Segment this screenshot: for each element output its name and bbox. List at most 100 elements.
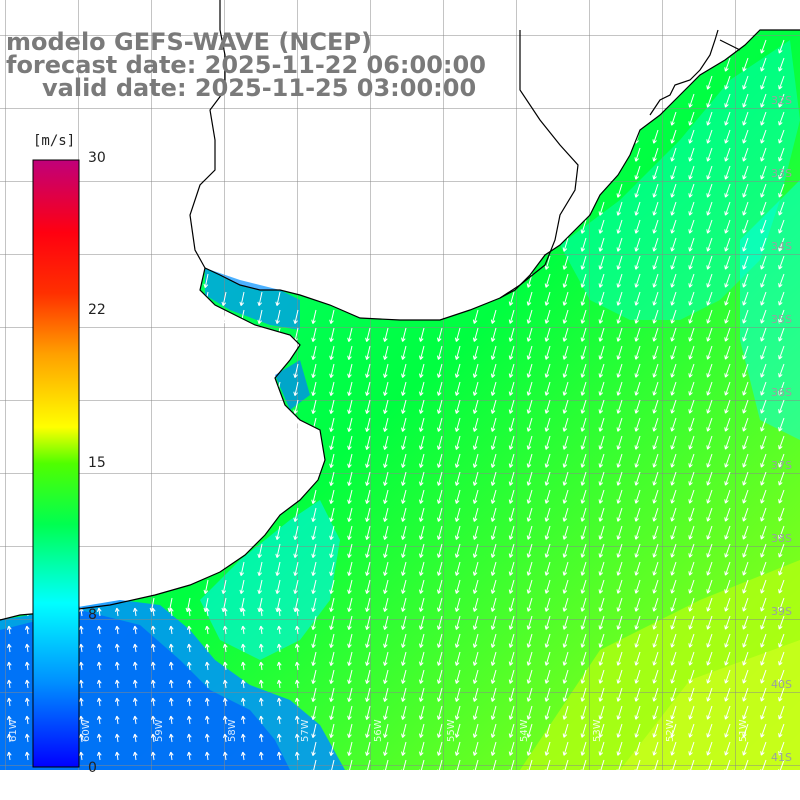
wind-arrow xyxy=(436,489,443,504)
wind-arrow xyxy=(454,669,461,684)
wind-arrow xyxy=(562,471,569,486)
lon-label: 53W xyxy=(592,719,603,742)
wind-arrow xyxy=(616,687,623,702)
wind-arrow xyxy=(221,579,227,595)
wind-arrow xyxy=(240,679,246,689)
wind-arrow xyxy=(311,489,317,504)
wind-arrow xyxy=(258,679,264,689)
wind-arrow xyxy=(778,471,785,486)
wind-arrow xyxy=(258,661,264,671)
wind-arrow xyxy=(724,579,731,594)
wind-arrow xyxy=(598,471,605,486)
wind-arrow xyxy=(365,759,371,774)
wind-arrow xyxy=(347,417,353,432)
wind-arrow xyxy=(383,471,389,486)
wind-arrow xyxy=(634,615,641,630)
wind-arrow xyxy=(419,561,425,576)
wind-arrow xyxy=(419,741,425,756)
wind-arrow xyxy=(670,597,677,612)
wind-arrow xyxy=(490,615,497,630)
wind-arrow xyxy=(598,615,605,630)
wind-arrow xyxy=(760,687,767,702)
wind-arrow xyxy=(203,291,209,307)
wind-arrow xyxy=(724,111,731,126)
wind-arrow xyxy=(472,417,479,432)
wind-arrow xyxy=(347,723,353,738)
wind-arrow xyxy=(580,327,587,342)
wind-arrow xyxy=(114,715,120,725)
wind-arrow xyxy=(616,273,623,288)
wind-arrow xyxy=(490,525,497,540)
wind-arrow xyxy=(742,291,749,306)
wind-arrow xyxy=(383,615,389,630)
wind-arrow xyxy=(562,561,569,576)
wind-arrow xyxy=(347,399,353,414)
wind-arrow xyxy=(742,345,749,360)
wind-arrow xyxy=(508,363,515,378)
wind-arrow xyxy=(724,165,731,180)
wind-arrow xyxy=(724,93,731,108)
lon-label: 60W xyxy=(81,719,92,742)
wind-arrow xyxy=(472,651,479,666)
wind-arrow xyxy=(132,643,138,653)
wind-arrow xyxy=(24,661,30,671)
wind-arrow xyxy=(598,597,605,612)
wind-arrow xyxy=(724,363,731,378)
wind-arrow xyxy=(365,417,371,432)
wind-arrow xyxy=(96,751,102,761)
wind-arrow xyxy=(760,381,767,396)
wind-arrow xyxy=(580,381,587,396)
wind-arrow xyxy=(760,435,767,450)
wind-arrow xyxy=(742,579,749,594)
wind-arrow xyxy=(365,669,371,684)
wind-arrow xyxy=(580,669,587,684)
wind-arrow xyxy=(293,309,299,324)
wind-arrow xyxy=(616,489,623,504)
wind-arrow xyxy=(616,741,623,756)
wind-arrow xyxy=(311,759,317,774)
wind-arrow xyxy=(688,399,695,414)
wind-arrow xyxy=(670,327,677,342)
wind-arrow xyxy=(239,291,245,307)
wind-arrow xyxy=(347,435,353,450)
wind-arrow xyxy=(293,579,299,594)
wind-arrow xyxy=(724,345,731,360)
wind-arrow xyxy=(760,615,767,630)
wind-arrow xyxy=(670,435,677,450)
wind-arrow xyxy=(562,669,569,684)
wind-arrow xyxy=(275,525,281,540)
wind-arrow xyxy=(383,723,389,738)
wind-arrow xyxy=(580,651,587,666)
wind-arrow xyxy=(652,201,659,216)
wind-arrow xyxy=(724,543,731,558)
wind-arrow xyxy=(634,453,641,468)
wind-arrow xyxy=(329,417,335,432)
wind-arrow xyxy=(168,661,174,671)
wind-arrow xyxy=(508,723,515,738)
wind-arrow xyxy=(706,399,713,414)
wind-arrow xyxy=(778,669,785,684)
wind-arrow xyxy=(508,651,515,666)
wind-arrow xyxy=(311,309,317,324)
wind-arrow xyxy=(634,381,641,396)
wind-arrow xyxy=(526,363,533,378)
wind-arrow xyxy=(616,327,623,342)
wind-arrow xyxy=(329,381,335,396)
wind-arrow xyxy=(544,453,551,468)
wind-arrow xyxy=(706,93,713,108)
wind-arrow xyxy=(724,417,731,432)
wind-arrow xyxy=(222,607,228,617)
wind-arrow xyxy=(616,669,623,684)
wind-arrow xyxy=(544,399,551,414)
wind-arrow xyxy=(544,705,551,720)
wind-arrow xyxy=(419,633,425,648)
wind-arrow xyxy=(562,723,569,738)
wind-arrow xyxy=(311,327,317,342)
wind-arrow xyxy=(598,255,605,270)
wind-arrow xyxy=(454,561,461,576)
wind-arrow xyxy=(454,525,461,540)
wind-arrow xyxy=(132,733,138,743)
lat-label: 36S xyxy=(771,386,792,399)
colorbar-tick-0: 0 xyxy=(88,760,97,776)
wind-arrow xyxy=(670,291,677,306)
